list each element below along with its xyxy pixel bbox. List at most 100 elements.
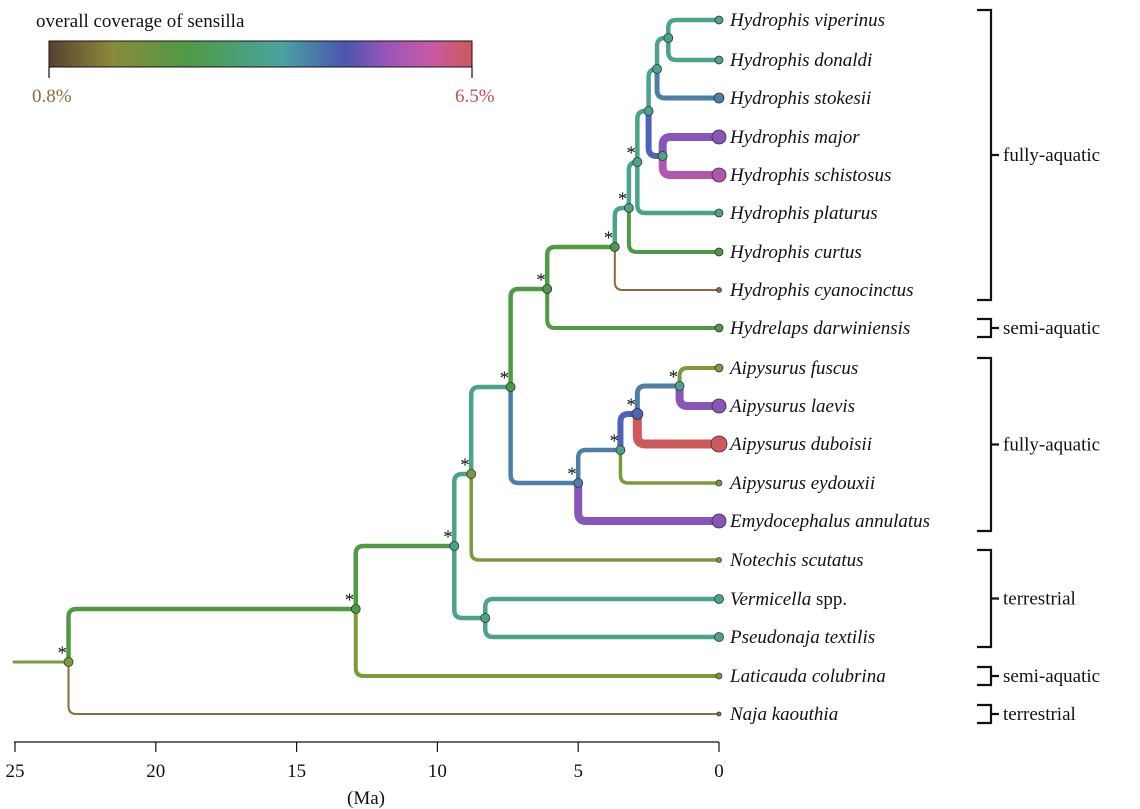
branch-n17-t11 (675, 382, 723, 410)
taxon-genus: Aipysurus (728, 358, 806, 379)
tip-marker-t19 (716, 711, 722, 717)
significance-star-n7: * (604, 228, 614, 249)
branch-n13-t4 (658, 133, 723, 160)
taxon-label: Hydrophis donaldi (729, 50, 872, 71)
branch-n3-n4 (452, 471, 474, 549)
axis-ticks: 25 20 15 10 5 0 (6, 742, 724, 782)
node-n9 (632, 157, 643, 167)
branch-n4-n5 (468, 384, 513, 477)
branch-n15-n16 (617, 411, 641, 453)
branch-n4-t15 (469, 472, 721, 562)
taxon-genus: Naja (729, 704, 767, 725)
significance-star-n3: * (443, 527, 453, 548)
tip-marker-t17 (714, 632, 724, 642)
color-legend: overall coverage of sensilla 0.8% 6.5% (32, 11, 495, 107)
axis-tick-label: 20 (146, 761, 165, 782)
habitat-groups: fully-aquatic semi-aquatic fully-aquatic te… (977, 8, 1100, 725)
node-n18 (480, 613, 491, 623)
group-bracket-6 (977, 703, 999, 725)
branch-n14-n15 (575, 447, 623, 486)
taxon-epithet: schistosus (810, 165, 892, 186)
branch-n17-t10 (677, 366, 721, 388)
tip-marker-t7 (714, 247, 724, 257)
legend-max-label: 6.5% (455, 86, 495, 107)
taxon-epithet: major (810, 127, 861, 148)
node-n4 (466, 469, 477, 479)
taxon-epithet: curtus (810, 242, 862, 263)
significance-star-n16: * (626, 395, 636, 416)
significance-star-n4: * (460, 455, 470, 476)
taxon-label: Notechis scutatus (729, 550, 864, 571)
tip-marker-t5 (711, 167, 727, 183)
branch-n3-n18 (452, 543, 488, 621)
tip-marker-t3 (713, 92, 725, 104)
taxon-epithet: annulatus (850, 511, 930, 532)
branch-n12-t1 (666, 17, 722, 41)
taxon-genus: Hydrophis (729, 203, 810, 224)
branch-n7-t8 (613, 246, 720, 291)
axis-tick-label: 0 (714, 761, 724, 782)
taxon-genus: Emydocephalus (729, 511, 850, 532)
taxon-label: Emydocephalus annulatus (729, 511, 930, 532)
branch-n13-t5 (658, 152, 723, 179)
branch-n16-n17 (634, 383, 683, 417)
legend-min-label: 0.8% (32, 86, 72, 107)
taxon-genus: Laticauda (729, 666, 807, 687)
taxon-label: Hydrelaps darwiniensis (729, 318, 910, 339)
node-n1 (63, 657, 74, 667)
taxon-epithet: laevis (806, 396, 855, 417)
taxon-epithet: kaouthia (767, 704, 838, 725)
branch-n2-t18 (353, 607, 721, 678)
taxon-label: Hydrophis schistosus (729, 165, 891, 186)
branch-n7-n8 (612, 205, 632, 250)
taxon-genus: Hydrophis (729, 10, 810, 31)
branch-n1-t19 (67, 661, 720, 715)
significance-star-n8: * (618, 189, 628, 210)
taxon-genus: Aipysurus (728, 434, 806, 455)
taxon-genus: Hydrophis (729, 50, 810, 71)
taxon-genus: Hydrophis (729, 127, 810, 148)
node-n14 (573, 478, 584, 488)
taxon-epithet: platurus (810, 203, 878, 224)
taxon-label: Hydrophis stokesii (729, 88, 871, 109)
branch-n2-n3 (353, 543, 457, 612)
taxon-epithet: cyanocinctus (810, 280, 914, 301)
axis-label: (Ma) (347, 788, 385, 809)
significance-star-n9: * (626, 143, 636, 164)
taxon-label: Aipysurus laevis (728, 396, 855, 417)
taxon-epithet: scutatus (797, 550, 864, 571)
taxon-genus: Pseudonaja (729, 627, 820, 648)
significance-star-n14: * (567, 464, 577, 485)
node-n8 (623, 203, 634, 213)
taxon-genus: Hydrophis (729, 88, 810, 109)
taxon-label: Aipysurus duboisii (728, 434, 872, 455)
taxon-label: Hydrophis cyanocinctus (729, 280, 913, 301)
taxon-epithet: duboisii (806, 434, 872, 455)
group-bracket-2 (977, 317, 999, 339)
tree-branches (12, 17, 724, 715)
tip-marker-t18 (715, 672, 723, 680)
tip-marker-t9 (714, 323, 724, 333)
taxon-genus: Vermicella (730, 589, 811, 610)
taxon-label: Hydrophis major (729, 127, 860, 148)
branch-n1-n2 (66, 606, 358, 665)
taxon-label: Hydrophis viperinus (729, 10, 885, 31)
branch-n6-t9 (545, 287, 721, 330)
node-n17 (674, 381, 685, 391)
branch-n6-n7 (544, 244, 618, 292)
legend-colorbar (48, 40, 473, 68)
taxon-genus: Notechis (729, 550, 797, 571)
significance-star-n6: * (536, 270, 546, 291)
node-n7 (609, 242, 620, 252)
branch-n11-t3 (654, 66, 722, 101)
tip-marker-t10 (714, 363, 724, 373)
branch-n10-n13 (645, 108, 666, 159)
tip-marker-t15 (716, 557, 722, 563)
node-n2 (350, 604, 361, 614)
legend-title: overall coverage of sensilla (36, 11, 245, 32)
group-bracket-5 (977, 665, 999, 687)
taxon-suffix: spp. (811, 589, 847, 610)
tip-marker-t13 (715, 479, 723, 487)
node-n11 (652, 64, 662, 74)
